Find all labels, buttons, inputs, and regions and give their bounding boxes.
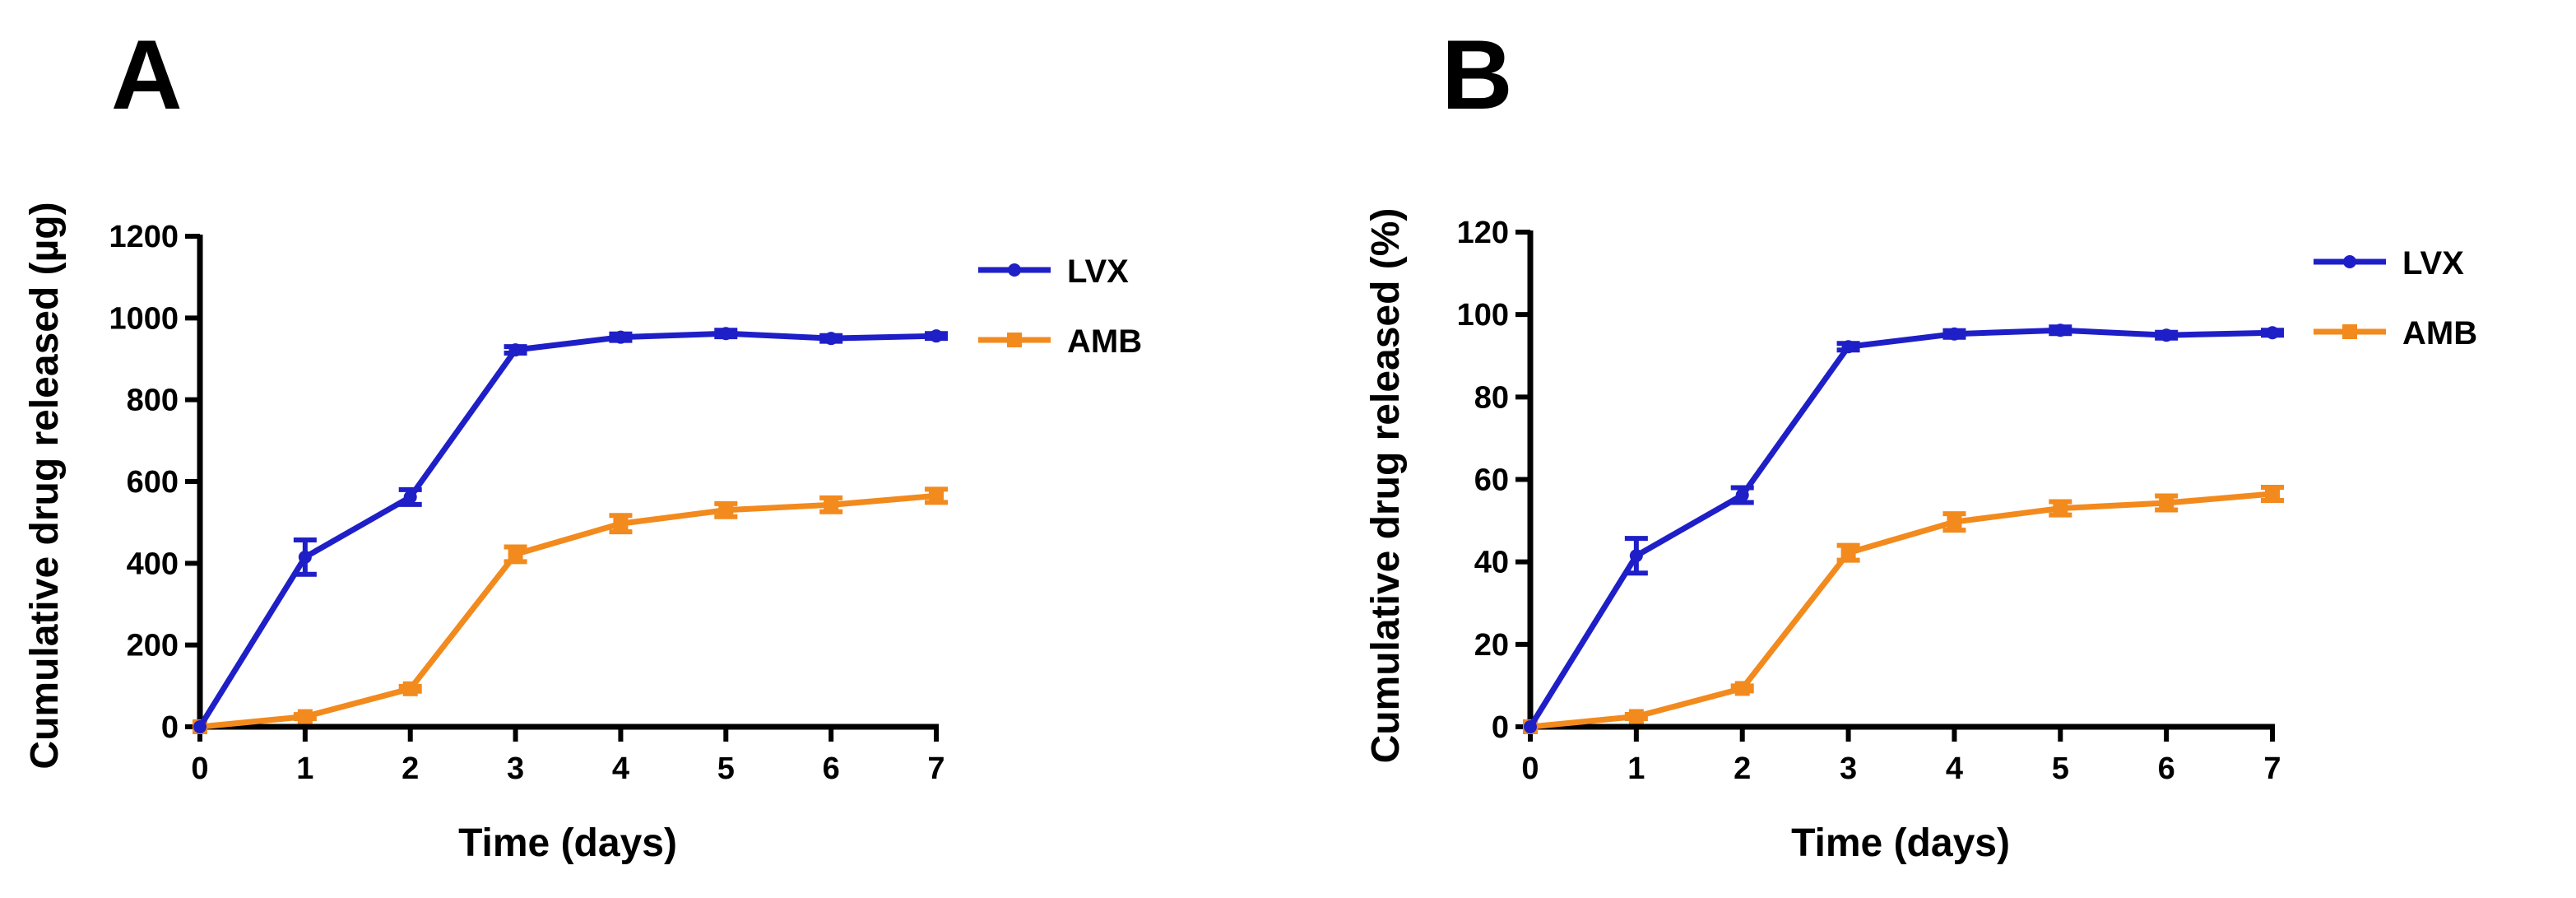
lvx-point-a — [824, 332, 838, 346]
legend-amb-label-b: AMB — [2402, 315, 2477, 351]
y-tick-label-b: 120 — [1457, 216, 1509, 250]
lvx-point-b — [1735, 488, 1749, 502]
lvx-line-a — [197, 330, 937, 728]
legend-lvx-label-b: LVX — [2402, 245, 2464, 281]
y-tick-label-a: 800 — [127, 384, 179, 418]
x-tick-label-a: 2 — [401, 751, 419, 786]
amb-point-a — [297, 709, 313, 724]
amb-point-a — [718, 502, 734, 518]
amb-point-b — [1628, 709, 1644, 724]
x-tick-label-a: 4 — [612, 751, 629, 786]
axes-b: 0 20 40 60 80 100 120 0 1 2 3 4 5 6 7 — [1457, 216, 2281, 786]
x-tick-label-b: 1 — [1627, 751, 1645, 786]
lvx-line-b — [1528, 327, 2273, 728]
y-tick-label-b: 20 — [1474, 628, 1509, 663]
y-axis-title-a: Cumulative drug released (µg) — [23, 202, 67, 769]
lvx-point-a — [298, 550, 312, 564]
y-tick-label-a: 400 — [127, 547, 179, 581]
legend-lvx-marker-a — [1008, 263, 1021, 277]
lvx-point-b — [1524, 720, 1537, 733]
amb-point-b — [1840, 545, 1856, 561]
lvx-point-b — [2266, 326, 2279, 340]
x-axis-title-a: Time (days) — [458, 821, 677, 865]
panel-a: A Cumulative drug released (µg) Time (da… — [23, 20, 1142, 865]
x-tick-label-a: 7 — [927, 751, 945, 786]
panel-letter-a: A — [111, 20, 183, 130]
y-tick-label-a: 1200 — [109, 220, 179, 254]
lvx-point-b — [1629, 549, 1643, 563]
legend-lvx-marker-b — [2343, 255, 2356, 268]
axes-a: 0 200 400 600 800 1000 1200 0 1 2 3 4 5 6 7 — [109, 220, 945, 786]
y-tick-label-a: 200 — [127, 629, 179, 663]
legend-a: LVX AMB — [978, 254, 1142, 360]
amb-point-a — [613, 516, 629, 532]
amb-line-a — [199, 492, 937, 730]
amb-point-b — [2053, 500, 2068, 516]
x-tick-label-b: 4 — [1946, 751, 1963, 786]
y-tick-label-a: 0 — [161, 710, 179, 745]
lvx-point-a — [403, 490, 417, 504]
x-tick-label-b: 6 — [2158, 751, 2175, 786]
legend-lvx-label-a: LVX — [1067, 254, 1129, 290]
x-tick-label-a: 5 — [717, 751, 735, 786]
x-tick-label-b: 3 — [1840, 751, 1857, 786]
amb-point-b — [1734, 681, 1750, 696]
x-tick-label-b: 2 — [1734, 751, 1751, 786]
amb-point-b — [2159, 496, 2175, 511]
y-tick-label-b: 100 — [1457, 298, 1509, 333]
x-tick-label-a: 0 — [191, 751, 208, 786]
y-tick-label-b: 80 — [1474, 380, 1509, 415]
lvx-point-b — [2054, 323, 2068, 337]
x-tick-label-a: 3 — [507, 751, 524, 786]
amb-line-b — [1529, 491, 2273, 730]
y-tick-label-a: 1000 — [109, 301, 179, 336]
lvx-point-a — [930, 329, 943, 343]
amb-point-a — [929, 488, 944, 504]
lvx-point-a — [719, 327, 733, 341]
y-tick-label-b: 60 — [1474, 463, 1509, 498]
y-tick-label-b: 0 — [1492, 710, 1509, 745]
series-layer-a — [193, 327, 948, 734]
lvx-point-a — [614, 330, 628, 344]
lvx-point-b — [1947, 327, 1961, 341]
lvx-point-b — [1841, 340, 1855, 354]
legend-amb-label-a: AMB — [1067, 323, 1142, 360]
series-layer-b — [1523, 323, 2284, 734]
lvx-point-a — [193, 720, 207, 733]
amb-point-a — [402, 681, 418, 696]
amb-point-b — [1947, 514, 1962, 530]
panel-b: B Cumulative drug released (%) Time (day… — [1364, 20, 2477, 865]
amb-point-a — [508, 547, 523, 562]
x-tick-label-b: 5 — [2052, 751, 2069, 786]
x-tick-label-a: 1 — [296, 751, 313, 786]
y-tick-label-b: 40 — [1474, 546, 1509, 580]
legend-amb-marker-b — [2342, 324, 2357, 339]
legend-amb-marker-a — [1007, 333, 1022, 347]
lvx-point-b — [2160, 328, 2174, 342]
y-tick-label-a: 600 — [127, 465, 179, 500]
y-axis-title-b: Cumulative drug released (%) — [1364, 208, 1408, 764]
x-tick-label-b: 7 — [2263, 751, 2281, 786]
lvx-point-a — [508, 343, 522, 357]
amb-point-a — [824, 497, 839, 513]
x-axis-title-b: Time (days) — [1791, 821, 2010, 865]
x-tick-label-b: 0 — [1521, 751, 1539, 786]
panel-letter-b: B — [1441, 20, 1513, 130]
amb-point-b — [2265, 486, 2280, 502]
legend-b: LVX AMB — [2314, 245, 2477, 351]
x-tick-label-a: 6 — [823, 751, 840, 786]
